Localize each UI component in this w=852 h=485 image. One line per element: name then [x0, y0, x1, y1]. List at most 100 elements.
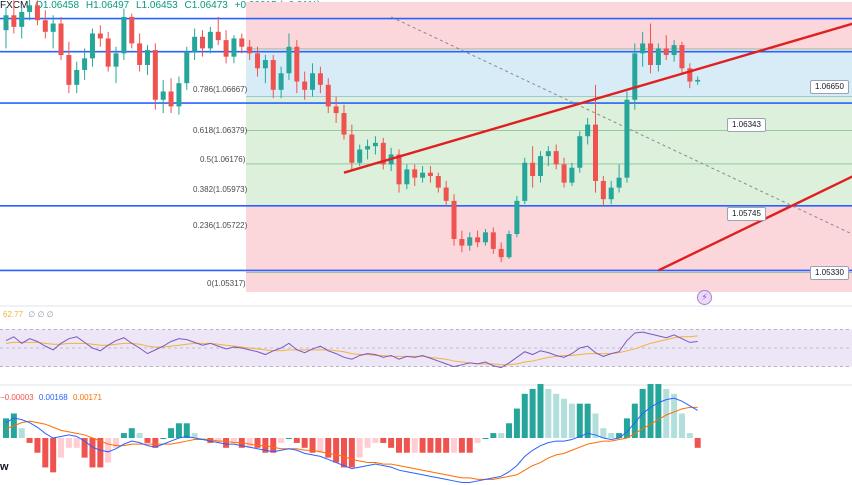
- candle-body: [176, 83, 182, 107]
- candle-body: [207, 31, 213, 49]
- channel-line: [343, 22, 852, 174]
- macd-histogram-bar: [26, 438, 33, 443]
- macd-histogram-bar: [403, 438, 410, 453]
- candle-body: [640, 43, 646, 54]
- macd-histogram-bar: [419, 438, 426, 453]
- macd-histogram-bar: [655, 384, 662, 438]
- macd-histogram-bar: [325, 438, 332, 458]
- macd-histogram-bar: [42, 438, 49, 468]
- candle-body: [490, 232, 496, 249]
- macd-histogram-bar: [356, 438, 363, 458]
- candle-body: [475, 237, 481, 243]
- candle-body: [215, 31, 221, 41]
- candle-body: [679, 45, 685, 69]
- macd-histogram-bar: [215, 438, 222, 443]
- macd-histogram-bar: [396, 438, 402, 453]
- macd-histogram-bar: [199, 438, 206, 439]
- price-label-3: 1.05745: [727, 207, 766, 221]
- high-value: H1.06497: [85, 0, 130, 11]
- rsi-settings-icon[interactable]: ∅ ∅ ∅: [28, 310, 54, 319]
- candle-body: [50, 23, 56, 32]
- macd-histogram-bar: [34, 438, 41, 453]
- candle-body: [514, 200, 520, 234]
- candle-body: [380, 142, 386, 165]
- price-label-1: 1.06650: [810, 80, 849, 94]
- macd-histogram-bar: [671, 393, 678, 438]
- candle-body: [522, 162, 528, 201]
- macd-histogram-bar: [105, 438, 112, 463]
- macd-histogram-bar: [623, 418, 630, 438]
- macd-histogram-bar: [678, 413, 685, 438]
- candle-body: [97, 33, 103, 39]
- macd-histogram-bar: [584, 403, 591, 438]
- candle-body: [687, 68, 693, 82]
- candle-body: [74, 69, 80, 85]
- macd-histogram-bar: [128, 428, 135, 438]
- macd-histogram-bar: [458, 438, 465, 453]
- macd-histogram-bar: [443, 438, 450, 453]
- macd-legend: −0.00003 0.00168 0.00171: [0, 393, 105, 402]
- macd-histogram-bar: [18, 428, 25, 438]
- candle-body: [577, 136, 583, 168]
- candle-body: [42, 20, 48, 32]
- macd-histogram-bar: [388, 438, 395, 448]
- candle-body: [537, 156, 543, 176]
- candle-body: [317, 73, 323, 85]
- macd-histogram-bar: [285, 438, 292, 439]
- macd-histogram-bar: [694, 438, 701, 448]
- macd-histogram-bar: [568, 403, 575, 438]
- candle-body: [152, 50, 158, 100]
- macd-histogram-bar: [482, 438, 489, 439]
- macd-histogram-bar: [293, 438, 300, 443]
- candle-body: [467, 237, 473, 246]
- macd-histogram-bar: [686, 433, 693, 438]
- candle-body: [451, 200, 457, 239]
- macd-histogram-bar: [663, 388, 670, 438]
- candle-body: [412, 169, 418, 178]
- candle-body: [278, 73, 284, 90]
- macd-histogram-bar: [254, 438, 261, 448]
- candle-body: [294, 46, 300, 82]
- macd-line: [5, 397, 698, 483]
- macd-histogram-bar: [65, 438, 72, 448]
- candle-body: [310, 73, 316, 90]
- candle-body: [168, 91, 174, 107]
- candle-body: [498, 248, 504, 258]
- fib-label-0786: 0.786(1.06667): [193, 85, 248, 94]
- rsi-legend: 62.77 ∅ ∅ ∅: [0, 310, 57, 319]
- macd-histogram-bar: [451, 438, 458, 453]
- flash-icon[interactable]: ⚡: [697, 290, 712, 305]
- macd-histogram-bar: [97, 438, 104, 468]
- candle-body: [223, 40, 229, 57]
- zone-red-top: [246, 2, 852, 51]
- candle-body: [435, 176, 441, 188]
- macd-histogram-bar: [348, 438, 355, 468]
- candle-body: [349, 134, 355, 163]
- macd-histogram-bar: [144, 438, 151, 443]
- candle-body: [372, 142, 378, 147]
- candle-body: [396, 154, 402, 185]
- candle-body: [459, 238, 465, 246]
- candle-body: [247, 46, 253, 54]
- candle-body: [553, 151, 559, 165]
- rsi-ma-value: 62.77: [3, 310, 24, 319]
- macd-histogram-bar: [545, 388, 552, 438]
- candle-body: [608, 187, 614, 200]
- candle-body: [239, 38, 245, 47]
- candle-body: [113, 53, 119, 67]
- candle-body: [144, 50, 150, 65]
- tradingview-logo-fragment[interactable]: w: [0, 461, 9, 473]
- fib-label-0236: 0.236(1.05722): [193, 221, 248, 230]
- macd-histogram-bar: [553, 393, 560, 438]
- candle-body: [663, 48, 669, 56]
- candle-body: [561, 164, 567, 183]
- candle-body: [530, 162, 536, 176]
- macd-histogram-bar: [466, 438, 473, 453]
- candle-body: [506, 234, 512, 258]
- candle-body: [600, 180, 606, 200]
- candle-body: [632, 53, 638, 100]
- macd-histogram-bar: [175, 423, 182, 438]
- zone-blue: [246, 50, 852, 99]
- candle-body: [27, 5, 33, 12]
